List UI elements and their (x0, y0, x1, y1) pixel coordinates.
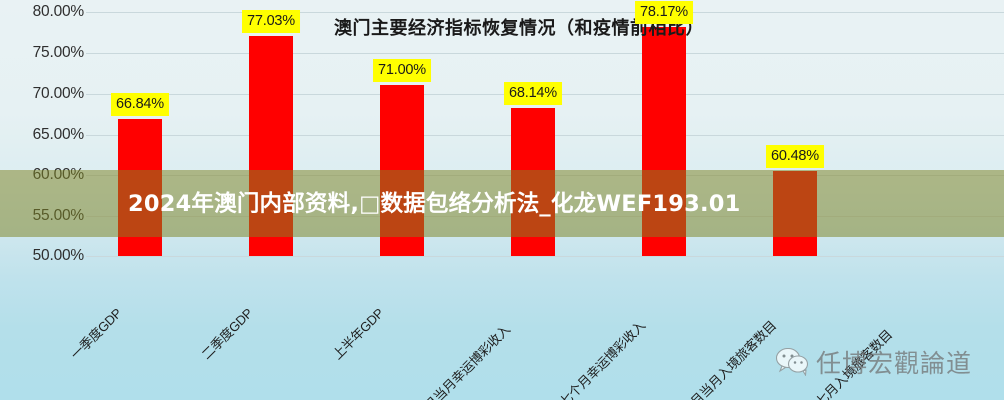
y-tick-70: 70.00% (32, 85, 85, 102)
category-label-1: 一季度GDP (67, 305, 125, 363)
y-tick-80: 80.00% (32, 3, 85, 20)
gridline-75 (86, 53, 1004, 54)
bar-2 (249, 36, 293, 256)
category-label-2: 二季度GDP (198, 305, 256, 363)
overlay-banner-text: 2024年澳门内部资料,□数据包络分析法_化龙WEF193.01 (128, 191, 741, 217)
bar-4 (511, 108, 555, 256)
category-label-3: 上半年GDP (329, 305, 387, 363)
bar-6 (773, 171, 817, 256)
y-tick-50: 50.00% (32, 247, 85, 264)
category-label-5: 前七个月幸运博彩收入 (547, 317, 649, 400)
y-tick-60: 60.00% (32, 166, 85, 183)
bar-3 (380, 85, 424, 256)
data-label-5: 78.17% (635, 1, 693, 24)
data-label-6: 60.48% (766, 145, 824, 168)
y-axis: 80.00% 75.00% 70.00% 65.00% 60.00% 55.00… (0, 0, 85, 264)
data-label-2: 77.03% (242, 10, 300, 33)
category-label-4: 7月当月幸运博彩收入 (416, 321, 514, 400)
wechat-icon (775, 347, 810, 377)
gridline-50 (86, 256, 1004, 257)
gridline-80 (86, 12, 1004, 13)
y-tick-65: 65.00% (32, 126, 85, 143)
data-label-4: 68.14% (504, 82, 562, 105)
category-label-6: 七月当月入境旅客数目 (678, 317, 780, 400)
chart-title: 澳门主要经济指标恢复情况（和疫情前相比） (334, 18, 704, 39)
watermark: 任博宏觀論道 (775, 344, 973, 380)
data-label-3: 71.00% (373, 59, 431, 82)
y-tick-75: 75.00% (32, 44, 85, 61)
data-label-1: 66.84% (111, 93, 169, 116)
y-tick-55: 55.00% (32, 207, 85, 224)
watermark-text: 任博宏觀論道 (816, 349, 973, 378)
bar-5 (642, 27, 686, 256)
